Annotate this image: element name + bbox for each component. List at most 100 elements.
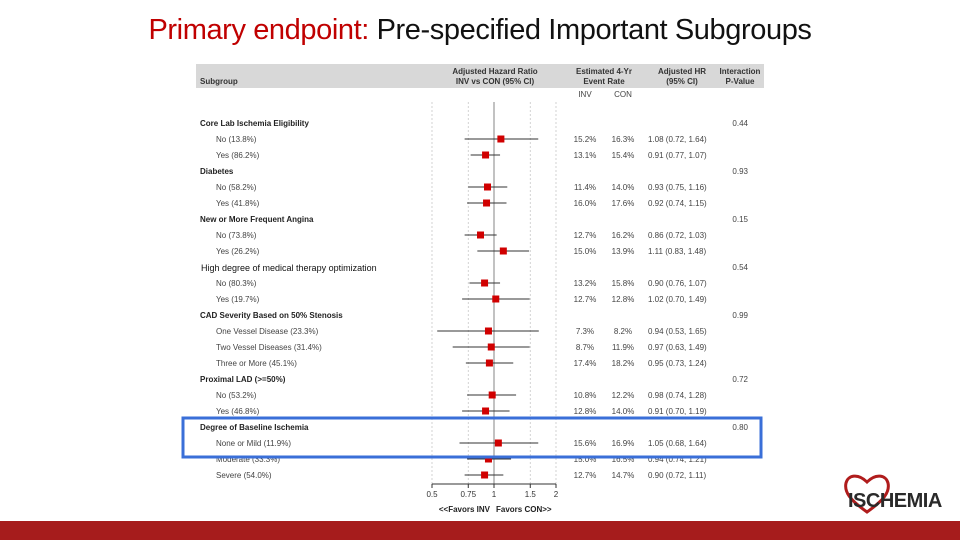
header-con: CON — [614, 90, 632, 99]
hr-point — [482, 407, 490, 415]
header-p-line2: P-Value — [726, 77, 755, 86]
adjusted-hr-ci: 1.11 (0.83, 1.48) — [648, 247, 706, 256]
adjusted-hr-ci: 0.90 (0.72, 1.11) — [648, 471, 706, 480]
x-tick-label: 2 — [554, 490, 559, 499]
subgroup-label: None or Mild (11.9%) — [216, 439, 291, 448]
axis-label-right: Favors CON>> — [496, 505, 552, 514]
hr-point — [484, 183, 492, 191]
interaction-p: 0.99 — [732, 311, 748, 320]
con-rate: 15.8% — [612, 279, 635, 288]
interaction-p: 0.44 — [732, 119, 748, 128]
con-rate: 16.5% — [612, 455, 635, 464]
inv-rate: 15.2% — [574, 135, 597, 144]
overlay-label-bg — [198, 260, 410, 274]
hr-point — [497, 135, 505, 143]
hr-point — [477, 231, 485, 239]
ischemia-logo: ISCHEMIA — [842, 470, 956, 520]
x-tick-label: 0.75 — [460, 490, 476, 499]
inv-rate: 15.0% — [574, 455, 597, 464]
con-rate: 14.7% — [612, 471, 635, 480]
inv-rate: 12.7% — [574, 231, 597, 240]
adjusted-hr-ci: 0.92 (0.74, 1.15) — [648, 199, 707, 208]
adjusted-hr-ci: 0.90 (0.76, 1.07) — [648, 279, 707, 288]
subgroup-label: Yes (46.8%) — [216, 407, 260, 416]
slide-title-rest: Pre-specified Important Subgroups — [376, 14, 812, 46]
subgroup-label: Moderate (33.3%) — [216, 455, 280, 464]
overlay-label: High degree of medical therapy optimizat… — [201, 263, 377, 273]
subgroup-label: No (53.2%) — [216, 391, 257, 400]
hr-point — [499, 247, 507, 255]
slide-title: Primary endpoint: Pre-specified Importan… — [0, 14, 960, 47]
adjusted-hr-ci: 0.86 (0.72, 1.03) — [648, 231, 707, 240]
highlight-box — [181, 416, 763, 459]
con-rate: 16.9% — [612, 439, 635, 448]
group-label: Proximal LAD (>=50%) — [200, 375, 286, 384]
header-adj-line2: (95% CI) — [666, 77, 698, 86]
group-label: Core Lab Ischemia Eligibility — [200, 119, 309, 128]
con-rate: 14.0% — [612, 183, 635, 192]
adjusted-hr-ci: 0.94 (0.53, 1.65) — [648, 327, 707, 336]
group-label: CAD Severity Based on 50% Stenosis — [200, 311, 343, 320]
interaction-p: 0.80 — [732, 423, 748, 432]
hr-point — [481, 471, 489, 479]
heart-icon — [844, 474, 890, 514]
adjusted-hr-ci: 0.98 (0.74, 1.28) — [648, 391, 707, 400]
inv-rate: 17.4% — [574, 359, 597, 368]
hr-point — [484, 327, 492, 335]
interaction-p: 0.15 — [732, 215, 748, 224]
con-rate: 17.6% — [612, 199, 635, 208]
x-tick-label: 0.5 — [426, 490, 438, 499]
hr-point — [484, 455, 492, 463]
inv-rate: 12.8% — [574, 407, 597, 416]
hr-point — [494, 439, 502, 447]
inv-rate: 7.3% — [576, 327, 594, 336]
con-rate: 11.9% — [612, 343, 634, 352]
con-rate: 14.0% — [612, 407, 635, 416]
con-rate: 16.3% — [612, 135, 635, 144]
adjusted-hr-ci: 1.02 (0.70, 1.49) — [648, 295, 707, 304]
header-rate-line1: Estimated 4-Yr — [576, 67, 632, 76]
adjusted-hr-ci: 1.05 (0.68, 1.64) — [648, 439, 707, 448]
con-rate: 12.8% — [612, 295, 635, 304]
hr-point — [488, 391, 496, 399]
slide-title-prefix: Primary endpoint: — [148, 14, 369, 46]
inv-rate: 11.4% — [574, 183, 596, 192]
adjusted-hr-ci: 0.91 (0.70, 1.19) — [648, 407, 707, 416]
con-rate: 18.2% — [612, 359, 635, 368]
interaction-p: 0.93 — [732, 167, 748, 176]
adjusted-hr-ci: 0.97 (0.63, 1.49) — [648, 343, 707, 352]
inv-rate: 8.7% — [576, 343, 594, 352]
inv-rate: 12.7% — [574, 295, 597, 304]
axis-label-left: <<Favors INV — [439, 505, 491, 514]
subgroup-label: Two Vessel Diseases (31.4%) — [216, 343, 322, 352]
hr-point — [483, 199, 491, 207]
subgroup-label: Yes (41.8%) — [216, 199, 260, 208]
adjusted-hr-ci: 1.08 (0.72, 1.64) — [648, 135, 707, 144]
header-band — [196, 64, 764, 88]
footer-bar — [0, 521, 960, 540]
subgroup-label: No (80.3%) — [216, 279, 257, 288]
header-subgroup: Subgroup — [200, 77, 238, 86]
header-hr-line1: Adjusted Hazard Ratio — [452, 67, 537, 76]
subgroup-label: Three or More (45.1%) — [216, 359, 297, 368]
inv-rate: 10.8% — [574, 391, 597, 400]
x-tick-label: 1.5 — [525, 490, 537, 499]
subgroup-label: Yes (19.7%) — [216, 295, 260, 304]
header-adj-line1: Adjusted HR — [658, 67, 706, 76]
hr-point — [485, 359, 493, 367]
hr-point — [487, 343, 495, 351]
adjusted-hr-ci: 0.93 (0.75, 1.16) — [648, 183, 707, 192]
con-rate: 13.9% — [612, 247, 635, 256]
inv-rate: 13.2% — [574, 279, 597, 288]
subgroup-label: Yes (26.2%) — [216, 247, 260, 256]
subgroup-label: One Vessel Disease (23.3%) — [216, 327, 319, 336]
hr-point — [492, 295, 500, 303]
interaction-p: 0.72 — [732, 375, 748, 384]
adjusted-hr-ci: 0.91 (0.77, 1.07) — [648, 151, 707, 160]
header-hr-line2: INV vs CON (95% CI) — [456, 77, 535, 86]
subgroup-label: No (58.2%) — [216, 183, 257, 192]
interaction-p: 0.54 — [732, 263, 748, 272]
subgroup-label: No (13.8%) — [216, 135, 257, 144]
group-label: New or More Frequent Angina — [200, 215, 314, 224]
